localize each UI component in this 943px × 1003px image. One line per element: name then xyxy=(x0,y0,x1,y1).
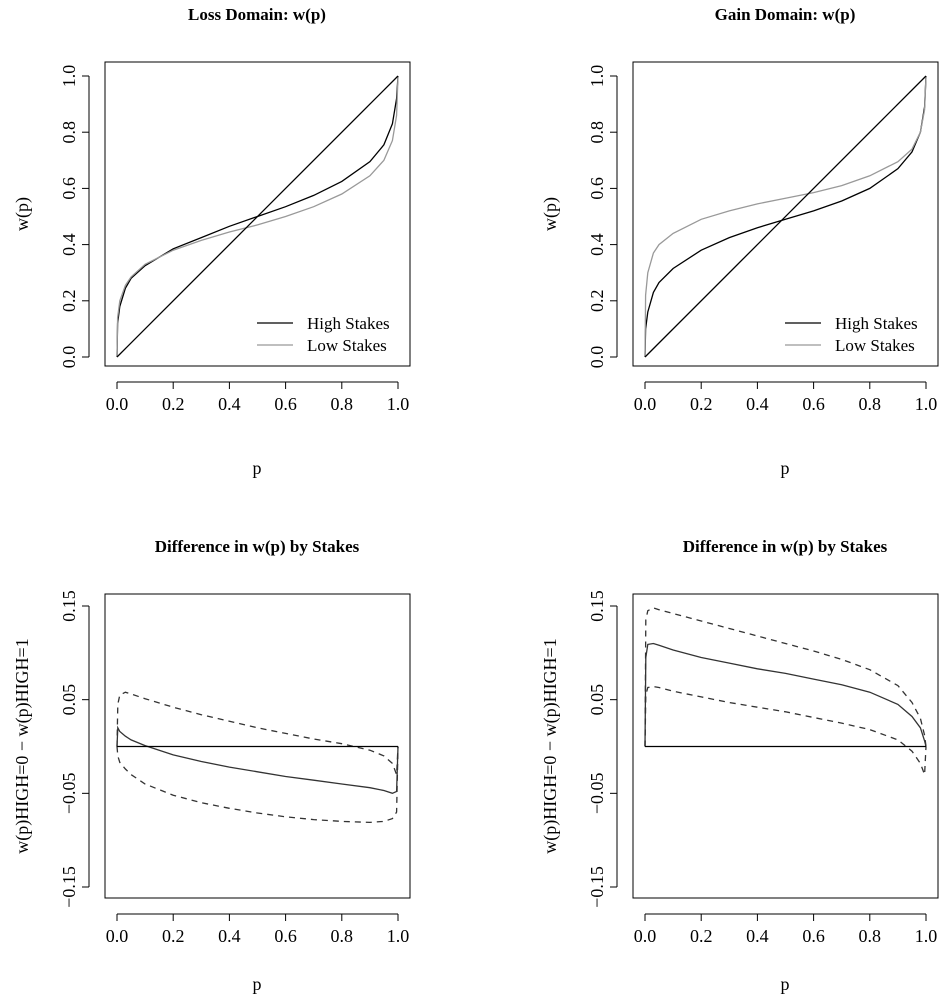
reference-line xyxy=(116,75,399,358)
difference-line xyxy=(644,642,927,747)
x-tick-label: 0.8 xyxy=(331,926,354,946)
panel-difference-gain: Difference in w(p) by Stakes 0.0 0.2 0.4 0.… xyxy=(540,537,939,994)
x-tick-label: 1.0 xyxy=(915,926,938,946)
legend: High Stakes Low Stakes xyxy=(257,314,390,355)
legend-label: Low Stakes xyxy=(307,336,387,355)
x-tick-label: 0.4 xyxy=(746,394,769,414)
y-tick-label: 1.0 xyxy=(59,65,79,88)
y-tick-label: −0.15 xyxy=(587,866,607,908)
y-tick-label: −0.05 xyxy=(59,773,79,815)
y-tick-label: 0.0 xyxy=(587,346,607,369)
x-axis: 0.0 0.2 0.4 0.6 0.8 1.0 xyxy=(106,913,410,946)
chart-title: Difference in w(p) by Stakes xyxy=(683,537,888,556)
x-tick-label: 0.0 xyxy=(106,926,129,946)
y-tick-label: 0.05 xyxy=(59,684,79,716)
chart-title: Difference in w(p) by Stakes xyxy=(155,537,360,556)
x-tick-label: 0.8 xyxy=(859,926,882,946)
y-axis: −0.15 −0.05 0.05 0.15 xyxy=(587,590,618,908)
x-axis-label: p xyxy=(253,458,262,478)
plot-frame xyxy=(632,593,939,899)
y-axis: 0.0 0.2 0.4 0.6 0.8 1.0 xyxy=(587,65,618,369)
confidence-band-line xyxy=(116,691,399,775)
x-tick-label: 0.0 xyxy=(634,394,657,414)
chart-title: Loss Domain: w(p) xyxy=(188,5,326,24)
series-line-high-stakes xyxy=(116,75,399,358)
confidence-band-line xyxy=(644,607,927,747)
y-tick-label: 0.4 xyxy=(587,233,607,256)
y-tick-label: 0.6 xyxy=(59,177,79,200)
x-axis: 0.0 0.2 0.4 0.6 0.8 1.0 xyxy=(106,381,410,414)
y-axis-label: w(p)HIGH=0 − w(p)HIGH=1 xyxy=(12,638,33,853)
y-axis: −0.15 −0.05 0.05 0.15 xyxy=(59,590,90,908)
plot-frame xyxy=(104,593,411,899)
series-line-low-stakes xyxy=(116,75,399,358)
x-tick-label: 0.0 xyxy=(634,926,657,946)
confidence-band-line xyxy=(116,746,399,824)
x-tick-label: 0.4 xyxy=(218,394,241,414)
y-tick-label: 1.0 xyxy=(587,65,607,88)
series-line-low-stakes xyxy=(644,75,927,358)
y-tick-label: 0.15 xyxy=(587,590,607,622)
x-tick-label: 0.2 xyxy=(690,926,713,946)
plot-frame xyxy=(632,61,939,367)
y-axis-label: w(p)HIGH=0 − w(p)HIGH=1 xyxy=(540,638,561,853)
y-tick-label: −0.05 xyxy=(587,773,607,815)
y-tick-label: 0.8 xyxy=(587,121,607,144)
x-tick-label: 0.4 xyxy=(218,926,241,946)
y-tick-label: −0.15 xyxy=(59,866,79,908)
legend: High Stakes Low Stakes xyxy=(785,314,918,355)
y-tick-label: 0.05 xyxy=(587,684,607,716)
x-tick-label: 0.6 xyxy=(802,926,825,946)
x-tick-label: 0.0 xyxy=(106,394,129,414)
y-tick-label: 0.15 xyxy=(59,590,79,622)
series-group xyxy=(644,607,927,775)
x-tick-label: 0.2 xyxy=(690,394,713,414)
x-tick-label: 1.0 xyxy=(387,926,410,946)
legend-label: Low Stakes xyxy=(835,336,915,355)
series-group xyxy=(644,75,927,358)
panel-difference-loss: Difference in w(p) by Stakes 0.0 0.2 0.4 0.… xyxy=(12,537,411,994)
series-line-high-stakes xyxy=(644,75,927,358)
x-axis: 0.0 0.2 0.4 0.6 0.8 1.0 xyxy=(634,381,938,414)
x-tick-label: 1.0 xyxy=(915,394,938,414)
x-tick-label: 0.6 xyxy=(274,926,297,946)
series-group xyxy=(116,75,399,358)
x-tick-label: 1.0 xyxy=(387,394,410,414)
x-axis-label: p xyxy=(781,458,790,478)
series-group xyxy=(116,691,399,824)
chart-title: Gain Domain: w(p) xyxy=(715,5,856,24)
y-axis-label: w(p) xyxy=(540,197,561,231)
y-tick-label: 0.4 xyxy=(59,233,79,256)
y-axis-label: w(p) xyxy=(12,197,33,231)
y-axis: 0.0 0.2 0.4 0.6 0.8 1.0 xyxy=(59,65,90,369)
y-tick-label: 0.0 xyxy=(59,346,79,369)
legend-label: High Stakes xyxy=(835,314,918,333)
panel-gain-domain: Gain Domain: w(p) 0.0 0.2 0.4 0.6 0.8 1.0 0.0… xyxy=(540,5,939,478)
reference-line xyxy=(644,75,927,358)
difference-line xyxy=(116,725,399,794)
panel-loss-domain: Loss Domain: w(p) 0.0 0.2 0.4 0.6 0.8 1.0 0.0… xyxy=(12,5,411,478)
y-tick-label: 0.8 xyxy=(59,121,79,144)
legend-label: High Stakes xyxy=(307,314,390,333)
x-tick-label: 0.4 xyxy=(746,926,769,946)
y-tick-label: 0.2 xyxy=(587,290,607,313)
x-axis-label: p xyxy=(781,974,790,994)
y-tick-label: 0.6 xyxy=(587,177,607,200)
x-tick-label: 0.6 xyxy=(802,394,825,414)
y-tick-label: 0.2 xyxy=(59,290,79,313)
x-tick-label: 0.6 xyxy=(274,394,297,414)
x-tick-label: 0.2 xyxy=(162,394,185,414)
confidence-band-line xyxy=(644,685,927,775)
x-tick-label: 0.2 xyxy=(162,926,185,946)
plot-frame xyxy=(104,61,411,367)
x-tick-label: 0.8 xyxy=(331,394,354,414)
x-axis: 0.0 0.2 0.4 0.6 0.8 1.0 xyxy=(634,913,938,946)
x-tick-label: 0.8 xyxy=(859,394,882,414)
x-axis-label: p xyxy=(253,974,262,994)
